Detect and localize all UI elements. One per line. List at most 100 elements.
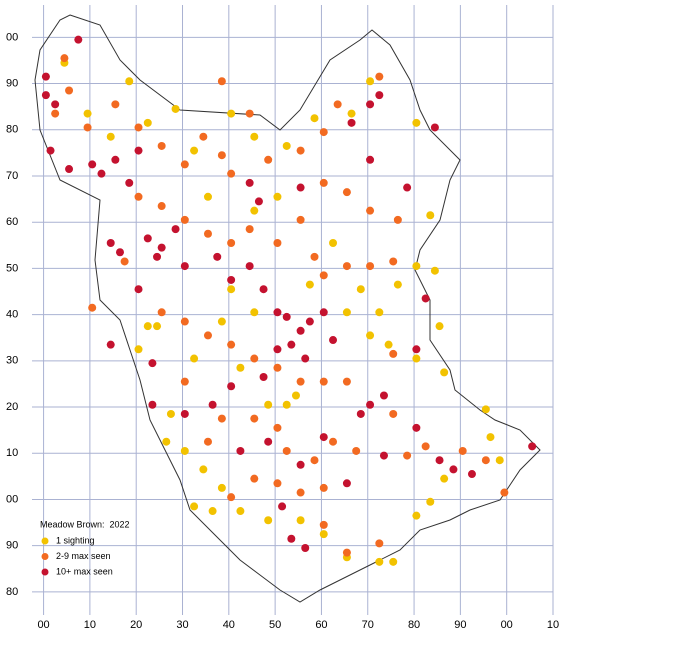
record-dot [481, 456, 490, 465]
record-dot [495, 456, 504, 465]
record-dot [203, 192, 212, 201]
record-dot [329, 437, 338, 446]
record-dot [486, 433, 495, 442]
y-tick-label: 50 [6, 262, 18, 274]
record-dot [250, 308, 259, 317]
record-dot [319, 433, 328, 442]
record-dot [41, 91, 50, 100]
record-dot [153, 252, 162, 261]
record-dot [430, 123, 439, 132]
record-dot [148, 359, 157, 368]
record-dot [296, 488, 305, 497]
record-dot [227, 109, 236, 118]
record-dot [384, 340, 393, 349]
record-dot [310, 456, 319, 465]
record-dot [171, 225, 180, 234]
record-dot [199, 132, 208, 141]
record-dot [171, 104, 180, 113]
record-dot [236, 363, 245, 372]
record-dot [236, 446, 245, 455]
record-dot [342, 188, 351, 197]
record-dot [319, 483, 328, 492]
record-dot [111, 100, 120, 109]
x-tick-label: 00 [501, 619, 513, 631]
record-dot [111, 155, 120, 164]
record-dot [273, 363, 282, 372]
record-dot [333, 100, 342, 109]
record-dot [319, 271, 328, 280]
record-dot [166, 409, 175, 418]
record-dot [389, 257, 398, 266]
record-dot [227, 493, 236, 502]
record-dot [305, 317, 314, 326]
record-dot [273, 423, 282, 432]
record-dot [273, 192, 282, 201]
record-dot [180, 317, 189, 326]
record-dot [180, 215, 189, 224]
y-tick-label: 00 [6, 493, 18, 505]
y-tick-label: 80 [6, 124, 18, 136]
record-dot [157, 202, 166, 211]
record-dot [356, 285, 365, 294]
record-dot [342, 377, 351, 386]
record-dot [213, 252, 222, 261]
record-dot [51, 100, 60, 109]
record-dot [329, 336, 338, 345]
record-dot [51, 109, 60, 118]
record-dot [440, 368, 449, 377]
record-dot [227, 382, 236, 391]
record-dot [389, 557, 398, 566]
record-dot [65, 165, 74, 174]
record-dot [203, 229, 212, 238]
record-dot [250, 132, 259, 141]
record-dot [310, 252, 319, 261]
record-dot [296, 460, 305, 469]
record-dot [500, 488, 509, 497]
record-dot [412, 511, 421, 520]
record-dot [125, 178, 134, 187]
record-dot [319, 520, 328, 529]
record-dot [227, 169, 236, 178]
record-dot [352, 446, 361, 455]
record-dot [296, 146, 305, 155]
record-dot [403, 183, 412, 192]
record-dot [217, 151, 226, 160]
record-dot [88, 303, 97, 312]
record-dot [301, 543, 310, 552]
record-dot [366, 400, 375, 409]
record-dot [342, 262, 351, 271]
record-dot [259, 373, 268, 382]
y-tick-label: 00 [6, 31, 18, 43]
record-dot [203, 331, 212, 340]
record-dot [435, 322, 444, 331]
record-dot [412, 345, 421, 354]
record-dot [254, 197, 263, 206]
record-dot [180, 377, 189, 386]
record-dot [125, 77, 134, 86]
record-dot [97, 169, 106, 178]
record-dot [356, 409, 365, 418]
record-dot [190, 354, 199, 363]
legend-label: 1 sighting [56, 535, 95, 545]
record-dot [291, 391, 300, 400]
record-dot [134, 146, 143, 155]
record-dot [106, 132, 115, 141]
record-dot [393, 280, 402, 289]
record-dot [421, 294, 430, 303]
y-tick-label: 70 [6, 170, 18, 182]
legend-marker [41, 537, 49, 545]
record-dot [412, 118, 421, 127]
record-dot [106, 238, 115, 247]
record-dot [264, 400, 273, 409]
record-dot [375, 308, 384, 317]
record-dot [74, 35, 83, 44]
record-dot [264, 437, 273, 446]
record-dot [282, 400, 291, 409]
record-dot [143, 322, 152, 331]
record-dot [449, 465, 458, 474]
record-dot [157, 308, 166, 317]
record-dot [180, 160, 189, 169]
record-dot [143, 118, 152, 127]
record-dot [393, 215, 402, 224]
